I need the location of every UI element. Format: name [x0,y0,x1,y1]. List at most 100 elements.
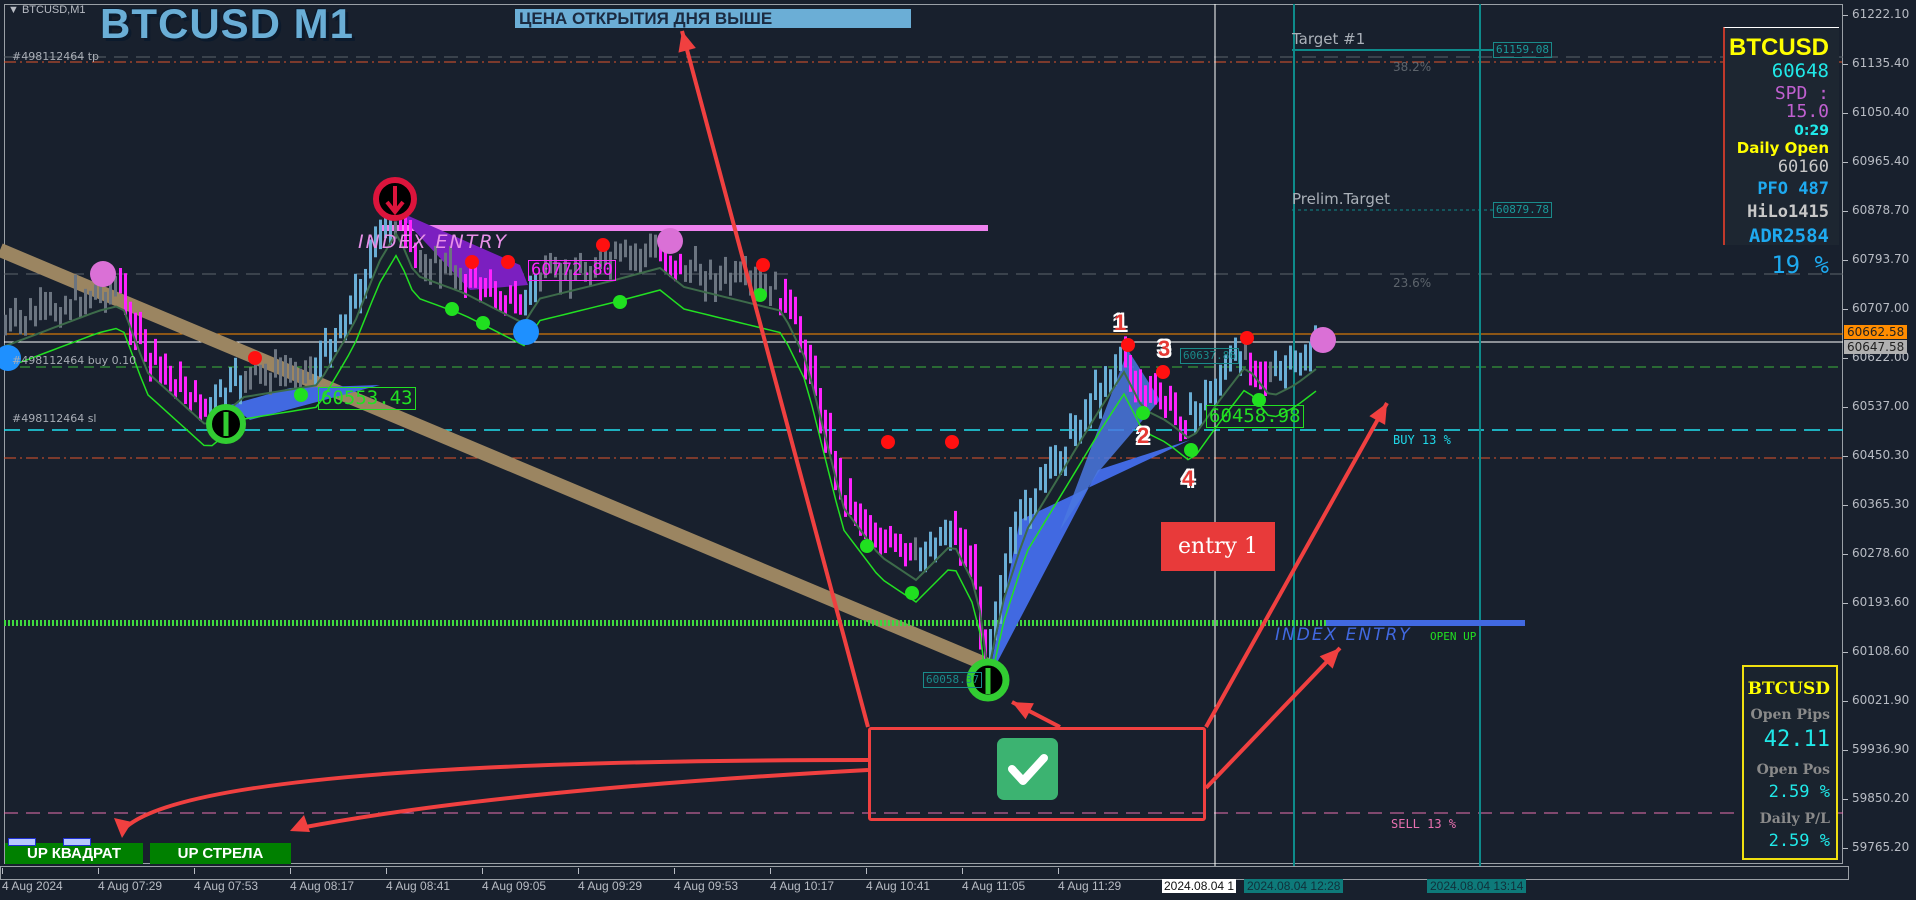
sell-signal-dot [1156,365,1170,379]
candle [544,255,547,279]
candle [869,515,872,550]
info-adr: ADR2584 [1725,225,1829,247]
candle [534,274,537,303]
candle [619,243,622,262]
sell-signal-dot [756,258,770,272]
chart-area[interactable] [4,4,1843,864]
candle [414,242,417,269]
up-arrow-button[interactable]: UP СТРЕЛА [150,843,291,864]
candle [879,527,882,555]
candle [1054,445,1057,476]
open-up-label: OPEN UP [1430,630,1477,643]
time-tick-mark [1058,868,1059,874]
tp-line-label: #498112464 tp [12,50,99,63]
price-tick-label: 60021.90 [1852,693,1910,707]
candle [1219,364,1222,396]
wave-label-4: 4 [1182,466,1195,491]
horizontal-scrollbar[interactable] [0,866,1849,880]
candle [34,305,37,327]
candle [494,281,497,310]
price-tick-label: 60278.60 [1852,546,1910,560]
candle [829,412,832,455]
entry-zone-blue [988,440,1190,680]
sell-pct-label: SELL 13 % [1391,817,1457,831]
price-tick-label: 60193.60 [1852,595,1910,609]
candle [54,303,57,322]
up-square-button[interactable]: UP КВАДРАТ [5,843,143,864]
candle [29,298,32,321]
info-spread: SPD : 15.0 [1774,83,1829,122]
candle [989,629,992,669]
candle [469,262,472,288]
info-daily-open-label: Daily Open [1736,139,1829,157]
ask-price-label: 60662.58 [1844,325,1908,339]
candle [1259,361,1262,390]
candle [939,526,942,546]
pfo-value: 487 [1798,179,1829,199]
candle [819,388,822,434]
entry-zone-purple [395,210,528,290]
candle [404,208,407,249]
candle [1289,345,1292,370]
candle [1034,488,1037,516]
time-tick-mark [386,868,387,874]
hilo-label: HiLo [1747,202,1789,222]
candle [759,270,762,294]
candle [1224,355,1227,380]
price-label-60458: 60458.98 [1206,405,1304,428]
price-tick-mark [1843,15,1848,16]
candle [324,327,327,357]
candle [844,495,847,517]
candle [439,259,442,289]
candle [284,355,287,387]
candle [794,296,797,325]
candle [1214,378,1217,405]
candle [784,278,787,313]
candle [539,272,542,292]
candle [44,291,47,320]
candle [489,269,492,297]
candle [769,286,772,306]
mini-button-2[interactable] [63,838,91,846]
time-tick-mark [98,868,99,874]
candle [59,307,62,328]
time-tick-label: 4 Aug 10:17 [770,879,835,893]
candle [1204,379,1207,411]
down-arrow-icon [385,186,405,216]
candle [444,252,447,274]
candle [909,542,912,561]
info-hilo: HiLo1415 [1725,202,1829,222]
candle [234,357,237,387]
candle [1169,385,1172,411]
candle [344,314,347,341]
candle [1079,419,1082,444]
candle [1009,526,1012,564]
candle [464,273,467,298]
sell-signal-dot [945,435,959,449]
candle [799,316,802,353]
candle [849,478,852,515]
candle [679,253,682,275]
candle [814,355,817,396]
info-timer: 0:29 [1794,123,1829,139]
candle [1304,344,1307,371]
candle [99,276,102,304]
prelim-target-price: 60879.78 [1493,202,1552,218]
candle [1124,336,1127,368]
candle [349,295,352,325]
candle [359,278,362,314]
entry-zone-blue-3 [230,385,380,420]
candle [1014,511,1017,554]
candle [934,537,937,563]
candle [649,233,652,258]
candle [1184,420,1187,440]
candle [354,273,357,309]
candle [684,265,687,282]
mini-button-1[interactable] [8,838,36,846]
candle [1069,413,1072,439]
candle [1279,360,1282,381]
info-price: 60648 [1771,60,1829,82]
arrow-to-banner-head [678,31,696,53]
time-tick-label: 4 Aug 07:53 [194,879,259,893]
candle [204,398,207,417]
